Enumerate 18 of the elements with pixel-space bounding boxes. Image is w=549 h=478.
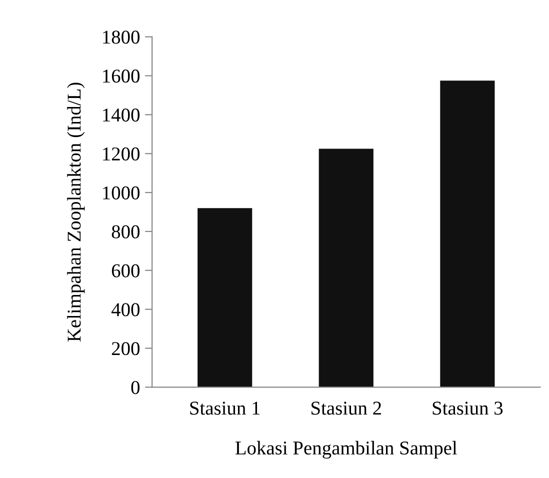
y-tick-label: 1200 [103, 147, 140, 161]
y-tick-label: 1800 [103, 30, 140, 44]
y-tick-label: 800 [112, 225, 140, 238]
y-tick-label: 0 [131, 380, 140, 394]
y-tick-label: 1000 [103, 186, 140, 200]
x-axis-title: Lokasi Pengambilan Sampel [235, 440, 457, 459]
y-tick-label: 200 [112, 342, 140, 356]
bar [198, 208, 252, 388]
y-axis-title: Kelimpahan Zooplankton (Ind/L) [67, 82, 85, 342]
x-tick-label: Stasiun 3 [432, 402, 503, 415]
x-tick-label: Stasiun 1 [190, 402, 260, 415]
bar [440, 80, 495, 388]
y-tick-label: 600 [112, 264, 140, 278]
x-tick-label: Stasiun 2 [312, 402, 381, 415]
y-tick-label: 1400 [103, 108, 140, 122]
y-tick-label: 400 [111, 303, 140, 316]
bar [318, 148, 374, 388]
y-tick-label: 1600 [103, 70, 140, 83]
